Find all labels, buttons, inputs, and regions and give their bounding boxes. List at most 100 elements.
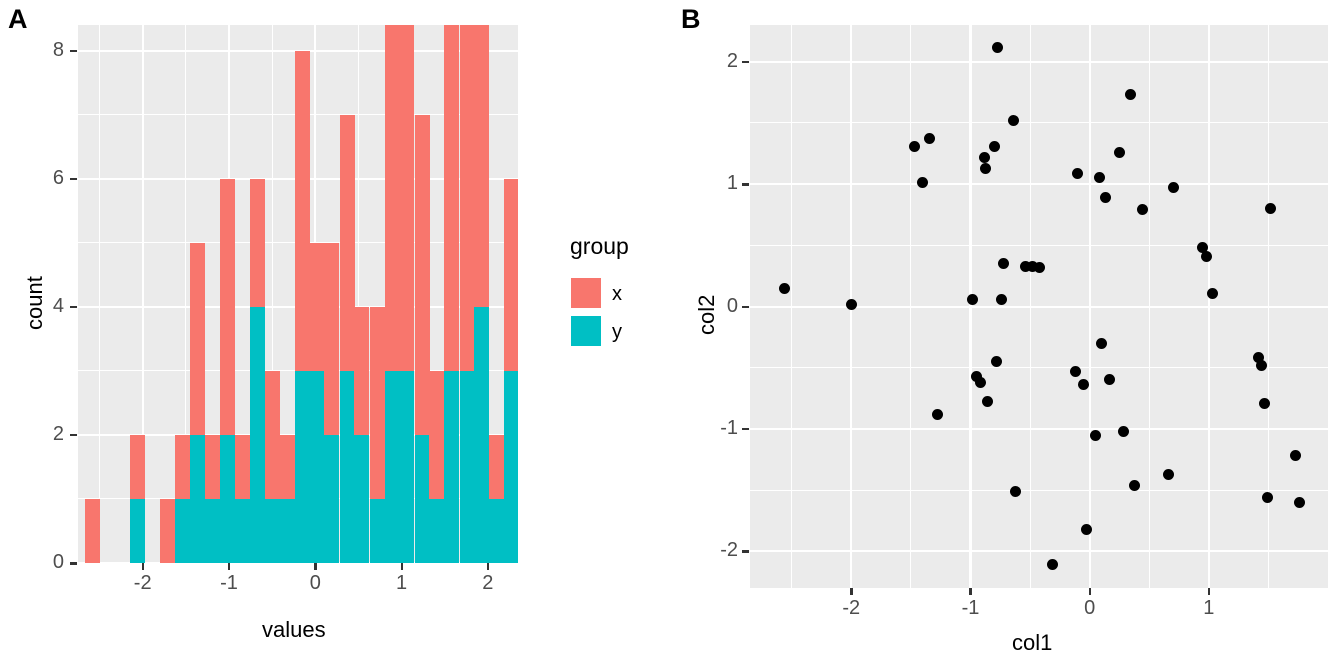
legend-label-y: y: [612, 321, 622, 343]
histogram-bar-y: [444, 370, 460, 563]
tick-mark: [70, 177, 77, 181]
gridline-minor: [750, 244, 1328, 246]
scatter-point: [1096, 337, 1108, 349]
scatter-point: [1261, 491, 1273, 503]
gridline-minor: [750, 122, 1328, 124]
tick-mark: [742, 305, 749, 308]
scatter-point: [908, 140, 920, 152]
histogram-bar-x: [444, 25, 460, 371]
histogram-bar-y: [190, 434, 206, 563]
panel-b-xtick-1: 1: [1203, 597, 1215, 619]
scatter-point: [1290, 450, 1302, 462]
panel-a-tag: A: [8, 4, 28, 34]
panel-a-ytick-2: 2: [52, 422, 64, 445]
panel-a-xtick-1: 1: [395, 572, 408, 594]
histogram-bar-y: [429, 498, 445, 563]
scatter-point: [917, 177, 929, 189]
scatter-point: [1255, 359, 1267, 371]
gridline-major: [750, 60, 1328, 63]
tick-mark: [1207, 588, 1211, 595]
panel-b-ytick-0: 0: [726, 294, 738, 317]
histogram-bar-x: [174, 434, 190, 499]
scatter-point: [1206, 287, 1218, 299]
histogram-bar-y: [219, 434, 235, 563]
histogram-bar-x: [324, 242, 340, 435]
panel-a-ytick-6: 6: [52, 166, 64, 189]
scatter-point: [967, 293, 979, 305]
scatter-point: [1010, 485, 1022, 497]
histogram-bar-y: [264, 498, 280, 563]
scatter-point: [1293, 496, 1305, 508]
scatter-point: [1069, 365, 1081, 377]
tick-mark: [227, 563, 231, 570]
scatter-point: [1197, 242, 1209, 254]
panel-b-x-axis-title: col1: [1012, 630, 1053, 655]
scatter-point: [981, 396, 993, 408]
tick-mark: [742, 183, 749, 186]
histogram-bar-x: [160, 498, 176, 563]
histogram-bar-y: [130, 498, 146, 563]
tick-mark: [70, 49, 77, 53]
panel-b-xtick-neg2: -2: [842, 597, 861, 619]
scatter-point: [1026, 260, 1038, 272]
scatter-point: [1072, 167, 1084, 179]
histogram-bar-x: [309, 242, 325, 371]
histogram-bar-y: [339, 370, 355, 563]
scatter-point: [1136, 204, 1148, 216]
histogram-bar-x: [249, 178, 265, 307]
scatter-point: [1259, 397, 1271, 409]
scatter-point: [1078, 379, 1090, 391]
panel-a-y-axis-title: count: [22, 276, 47, 330]
histogram-bar-x: [488, 434, 504, 499]
scatter-point: [1117, 425, 1129, 437]
histogram-bar-x: [280, 434, 296, 499]
scatter-point: [1099, 192, 1111, 204]
gridline-minor: [357, 25, 359, 563]
scatter-point: [1167, 182, 1179, 194]
scatter-point: [1162, 468, 1174, 480]
tick-mark: [70, 562, 77, 565]
scatter-point: [988, 140, 1000, 152]
legend-key-x[interactable]: [571, 278, 601, 308]
panel-b-tag: B: [681, 4, 701, 34]
histogram-bar-y: [235, 498, 251, 563]
panel-b-ytick-neg1: -1: [720, 416, 738, 439]
histogram-bar-y: [294, 370, 310, 563]
histogram-bar-y: [205, 498, 221, 563]
panel-b-ytick-2: 2: [726, 49, 738, 72]
scatter-point: [1034, 261, 1046, 273]
gridline-major: [750, 305, 1328, 308]
histogram-bar-x: [414, 114, 430, 435]
gridline-major: [750, 183, 1328, 186]
histogram-bar-x: [399, 25, 415, 371]
histogram-bar-y: [324, 434, 340, 563]
panel-a-ytick-8: 8: [52, 38, 64, 61]
tick-mark: [486, 563, 490, 570]
scatter-point: [1019, 260, 1031, 272]
histogram-bar-x: [235, 434, 251, 499]
gridline-minor: [750, 367, 1328, 369]
legend-key-y[interactable]: [571, 316, 601, 346]
scatter-point: [1090, 429, 1102, 441]
histogram-bar-x: [369, 306, 385, 499]
histogram-bar-y: [474, 306, 490, 563]
histogram-bar-y: [280, 498, 296, 563]
histogram-bar-y: [384, 370, 400, 563]
panel-b-y-axis-title: col2: [694, 294, 719, 335]
scatter-point: [1047, 559, 1059, 571]
tick-mark: [314, 563, 317, 570]
gridline-major: [750, 427, 1328, 431]
scatter-point: [1129, 479, 1141, 491]
scatter-point: [924, 133, 936, 145]
scatter-point: [931, 408, 943, 420]
panel-a-xtick-0: 0: [309, 572, 321, 594]
panel-a-x-axis-title: values: [262, 617, 326, 642]
histogram-bar-x: [474, 25, 490, 307]
panel-a-xtick-neg2: -2: [133, 572, 152, 594]
scatter-point: [970, 370, 982, 382]
histogram-bar-x: [264, 370, 280, 499]
histogram-bar-y: [309, 370, 325, 563]
panel-a-xtick-neg1: -1: [220, 572, 238, 594]
histogram-bar-x: [339, 114, 355, 371]
